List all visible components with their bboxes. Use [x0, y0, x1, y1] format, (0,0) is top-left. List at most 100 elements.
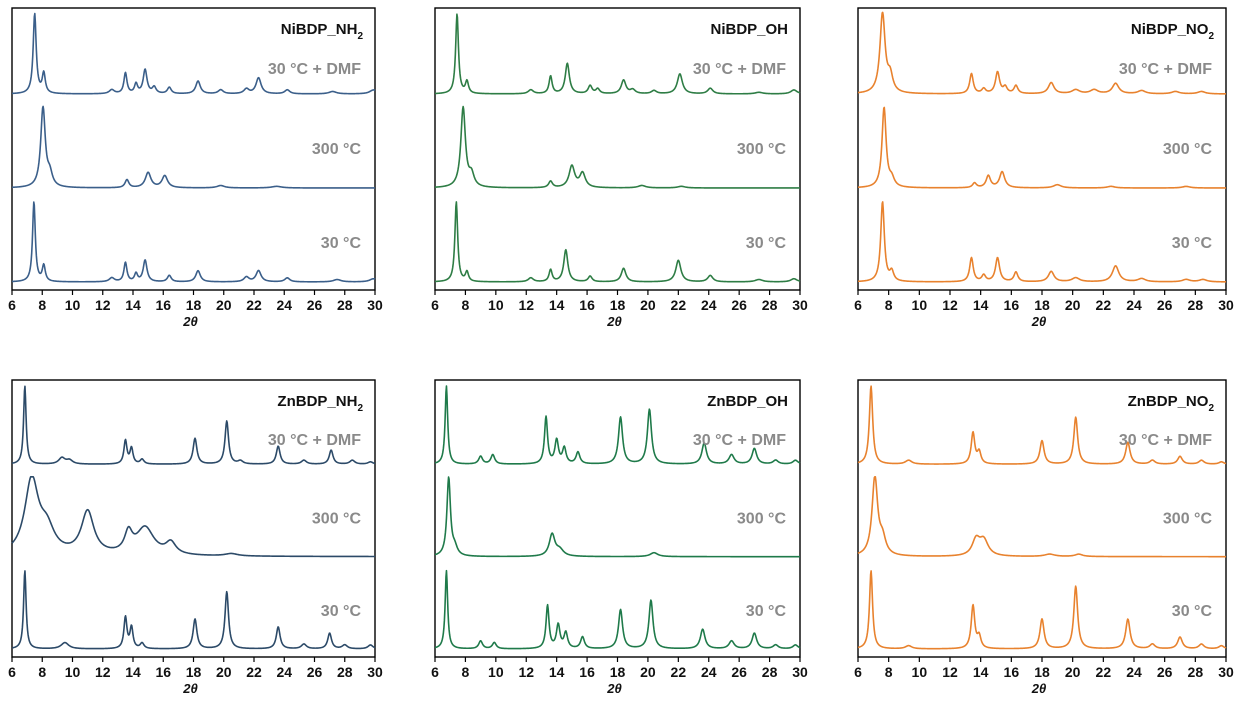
- trace-label: 300 °C: [312, 510, 362, 527]
- trace-label: 30 °C + DMF: [1119, 432, 1212, 449]
- trace-dmf: [11, 12, 376, 95]
- trace-dmf: [434, 13, 801, 95]
- x-tick-label: 12: [518, 664, 534, 680]
- x-tick-label: 26: [731, 664, 747, 680]
- trace-dmf: [11, 385, 376, 465]
- trace-300c: [434, 476, 801, 558]
- panel-title: NiBDP_NO2: [1131, 21, 1215, 42]
- panel-title: NiBDP_OH: [710, 21, 788, 38]
- x-tick-label: 12: [95, 297, 111, 313]
- x-tick-label: 14: [125, 664, 141, 680]
- x-tick-label: 24: [1126, 297, 1142, 313]
- x-tick-label: 22: [1096, 664, 1112, 680]
- x-tick-label: 6: [8, 664, 16, 680]
- x-axis-label: 2θ: [606, 681, 621, 696]
- trace-300c: [11, 475, 376, 558]
- trace-label: 30 °C: [321, 235, 362, 252]
- panel-title-subscript: 2: [357, 31, 363, 42]
- panel-title-base: ZnBDP_NO: [1128, 393, 1209, 410]
- x-tick-label: 8: [885, 297, 893, 313]
- trace-label: 30 °C: [746, 235, 787, 252]
- x-tick-label: 20: [216, 297, 232, 313]
- trace-300c: [857, 475, 1227, 558]
- trace-300c: [857, 106, 1227, 189]
- x-tick-label: 16: [1004, 297, 1020, 313]
- trace-300c: [434, 105, 801, 189]
- panel-title-base: ZnBDP_OH: [707, 393, 788, 410]
- x-tick-label: 10: [65, 664, 81, 680]
- x-tick-label: 8: [462, 297, 470, 313]
- x-tick-label: 18: [186, 664, 202, 680]
- trace-label: 30 °C: [1172, 603, 1213, 620]
- panel-title-base: NiBDP_OH: [710, 21, 788, 38]
- x-tick-label: 16: [1004, 664, 1020, 680]
- x-tick-label: 22: [246, 664, 262, 680]
- x-tick-label: 30: [367, 297, 383, 313]
- x-tick-label: 14: [973, 297, 989, 313]
- panel-title: ZnBDP_OH: [707, 393, 788, 410]
- trace-label: 30 °C + DMF: [693, 432, 786, 449]
- panel-title: NiBDP_NH2: [281, 21, 364, 42]
- x-tick-label: 8: [38, 664, 46, 680]
- trace-300c: [11, 105, 376, 189]
- x-tick-label: 30: [792, 664, 808, 680]
- x-tick-label: 10: [65, 297, 81, 313]
- x-tick-label: 30: [792, 297, 808, 313]
- x-tick-label: 22: [671, 664, 687, 680]
- x-tick-label: 28: [762, 664, 778, 680]
- panel-title-base: NiBDP_NO: [1131, 21, 1209, 38]
- x-tick-label: 12: [518, 297, 534, 313]
- panel-title-base: ZnBDP_NH: [277, 393, 357, 410]
- x-tick-label: 22: [246, 297, 262, 313]
- trace-30c: [434, 201, 801, 283]
- trace-30c: [857, 570, 1227, 650]
- x-tick-label: 18: [610, 297, 626, 313]
- x-tick-label: 26: [307, 297, 323, 313]
- x-axis-label: 2θ: [182, 681, 197, 696]
- x-tick-label: 6: [8, 297, 16, 313]
- trace-label: 300 °C: [737, 141, 787, 158]
- x-tick-label: 8: [38, 297, 46, 313]
- trace-label: 30 °C + DMF: [693, 61, 786, 78]
- x-tick-label: 30: [1218, 664, 1234, 680]
- panel-znbdp-nh2: 6 8 10 12 14 16 18 20 22 24 26 28 30 2θ ZnBDP_NH2 30 °C…: [8, 379, 383, 696]
- trace-label: 30 °C: [321, 603, 362, 620]
- x-tick-label: 14: [125, 297, 141, 313]
- x-tick-label: 6: [431, 297, 439, 313]
- trace-label: 300 °C: [312, 141, 362, 158]
- trace-30c: [434, 569, 801, 650]
- x-tick-label: 30: [367, 664, 383, 680]
- x-tick-label: 6: [854, 297, 862, 313]
- x-tick-label: 12: [942, 664, 958, 680]
- trace-label: 300 °C: [1163, 141, 1213, 158]
- trace-label: 30 °C + DMF: [268, 432, 361, 449]
- panel-title-subscript: 2: [357, 403, 363, 414]
- x-tick-label: 20: [1065, 664, 1081, 680]
- x-tick-label: 28: [1188, 297, 1204, 313]
- trace-30c: [857, 201, 1227, 283]
- x-tick-label: 24: [1126, 664, 1142, 680]
- trace-label: 30 °C + DMF: [1119, 61, 1212, 78]
- trace-dmf: [857, 11, 1227, 95]
- x-tick-label: 12: [942, 297, 958, 313]
- x-tick-label: 20: [1065, 297, 1081, 313]
- x-tick-label: 24: [701, 297, 717, 313]
- x-tick-label: 26: [1157, 297, 1173, 313]
- x-tick-label: 20: [216, 664, 232, 680]
- x-tick-label: 18: [1034, 664, 1050, 680]
- x-tick-label: 24: [276, 297, 292, 313]
- panel-title-subscript: 2: [1208, 31, 1214, 42]
- x-tick-label: 14: [549, 297, 565, 313]
- x-tick-label: 24: [701, 664, 717, 680]
- x-tick-label: 8: [462, 664, 470, 680]
- x-tick-label: 26: [1157, 664, 1173, 680]
- x-tick-label: 12: [95, 664, 111, 680]
- x-tick-label: 16: [579, 297, 595, 313]
- x-tick-label: 22: [671, 297, 687, 313]
- x-tick-label: 14: [973, 664, 989, 680]
- x-tick-label: 28: [337, 664, 353, 680]
- x-tick-label: 18: [610, 664, 626, 680]
- x-tick-label: 14: [549, 664, 565, 680]
- x-tick-label: 26: [307, 664, 323, 680]
